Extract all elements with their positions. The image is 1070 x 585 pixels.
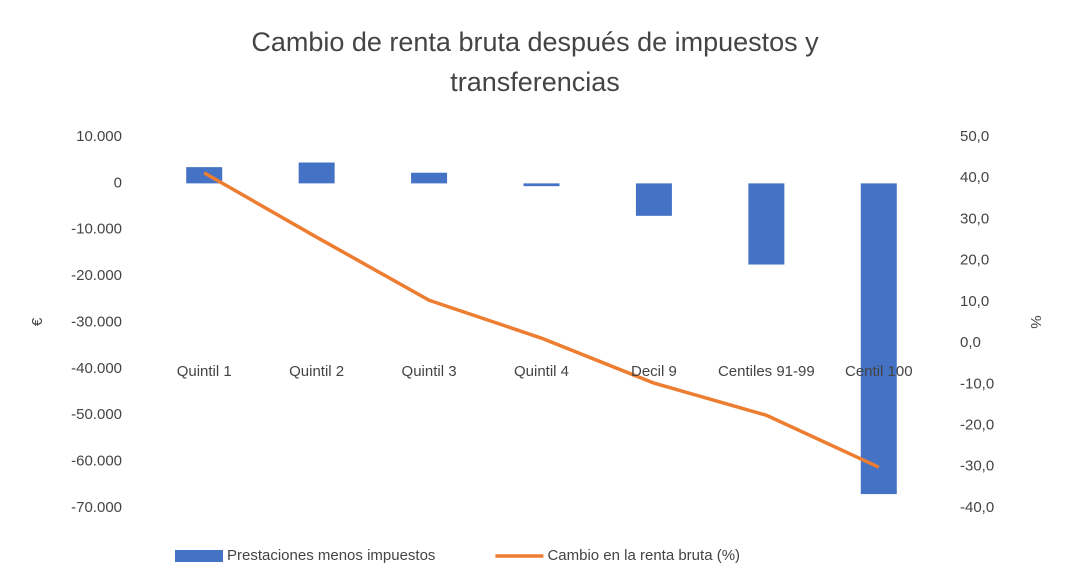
y2-tick-label: -40,0 xyxy=(960,499,994,516)
x-tick-label: Quintil 4 xyxy=(513,363,570,380)
y-tick-label: -20.000 xyxy=(71,267,122,284)
legend-label: Prestaciones menos impuestos xyxy=(227,547,435,564)
y2-tick-label: 0,0 xyxy=(960,334,981,351)
y-tick-label: -10.000 xyxy=(71,221,122,238)
y2-axis-title: % xyxy=(1027,315,1044,328)
y2-tick-label: 40,0 xyxy=(960,169,989,186)
bar xyxy=(748,183,785,265)
y2-tick-label: 20,0 xyxy=(960,252,989,269)
x-tick-label: Decil 9 xyxy=(630,363,677,380)
y-tick-label: 0 xyxy=(114,174,122,191)
y-tick-label: -60.000 xyxy=(71,453,122,470)
y-tick-label: -70.000 xyxy=(71,499,122,516)
bar xyxy=(411,172,448,184)
y-tick-label: 10.000 xyxy=(76,128,122,145)
chart-title: Cambio de renta bruta después de impuest… xyxy=(251,27,819,97)
y2-tick-label: -30,0 xyxy=(960,458,994,475)
y2-tick-label: 50,0 xyxy=(960,128,989,145)
line xyxy=(203,171,880,469)
y-tick-label: -50.000 xyxy=(71,406,122,423)
x-tick-label: Quintil 1 xyxy=(176,363,232,380)
legend-label: Cambio en la renta bruta (%) xyxy=(547,547,740,564)
y-tick-label: -40.000 xyxy=(71,360,122,377)
bar xyxy=(635,183,672,216)
x-tick-label: Centil 100 xyxy=(845,363,913,380)
y2-tick-label: -10,0 xyxy=(960,375,994,392)
legend-swatch xyxy=(175,550,223,562)
bar xyxy=(523,183,560,187)
y2-tick-label: 30,0 xyxy=(960,210,989,227)
x-tick-label: Centiles 91-99 xyxy=(717,363,815,380)
x-tick-label: Quintil 2 xyxy=(289,363,345,380)
bar xyxy=(298,162,335,184)
x-tick-label: Quintil 3 xyxy=(401,363,457,380)
bar xyxy=(860,183,897,495)
y2-tick-label: 10,0 xyxy=(960,293,989,310)
y2-tick-label: -20,0 xyxy=(960,417,994,434)
y-tick-label: -30.000 xyxy=(71,313,122,330)
y-axis-title: € xyxy=(29,317,46,326)
